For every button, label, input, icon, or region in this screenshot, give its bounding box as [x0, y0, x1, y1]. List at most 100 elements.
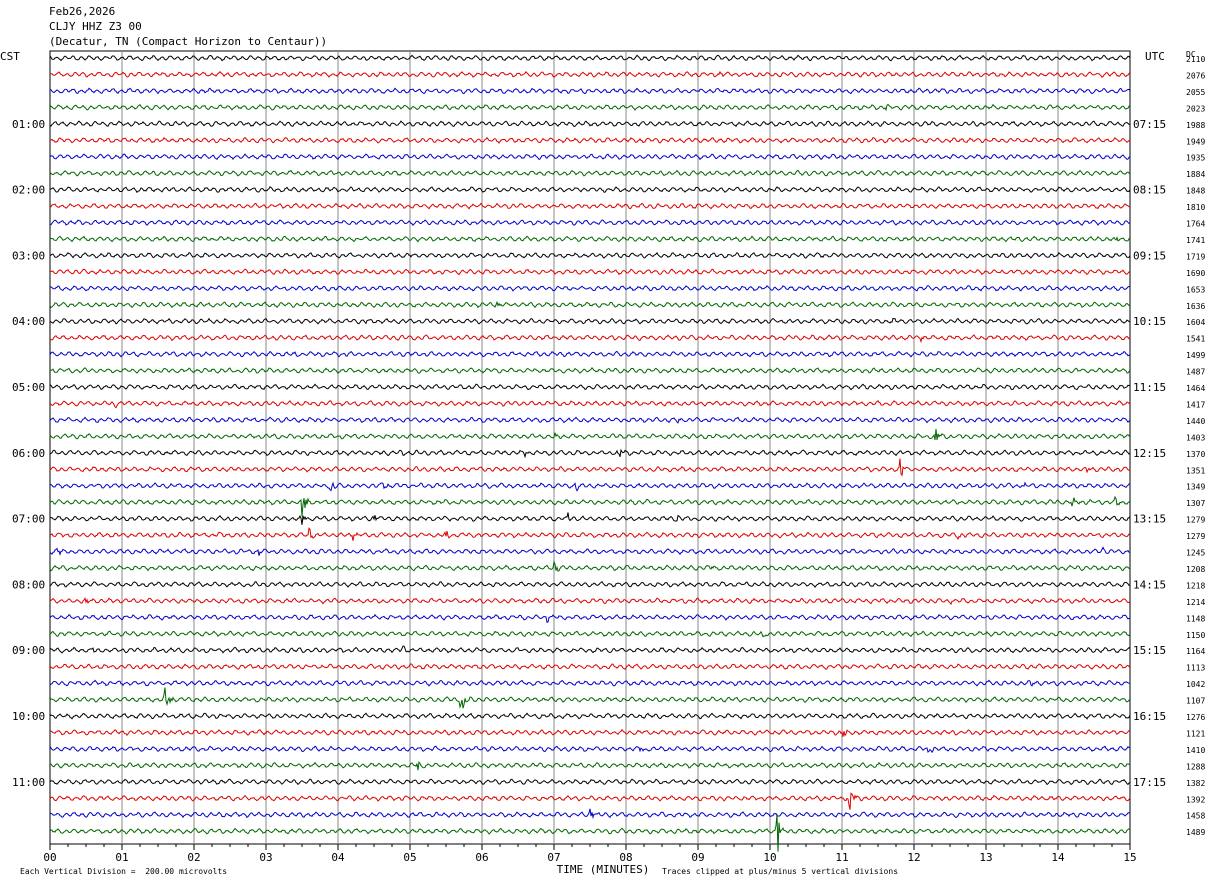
seismic-trace	[49, 814, 1131, 852]
dc-offset-label: 2055	[1186, 88, 1205, 97]
utc-axis-label: UTC	[1145, 50, 1165, 63]
dc-offset-label: 1113	[1186, 664, 1205, 673]
x-tick-label: 14	[1051, 851, 1065, 864]
dc-offset-label: 1370	[1186, 450, 1205, 459]
seismic-trace	[49, 186, 1131, 194]
seismic-trace	[49, 153, 1131, 161]
dc-offset-label: 1541	[1186, 335, 1205, 344]
cst-hour-label: 10:00	[12, 710, 45, 723]
seismic-trace	[49, 268, 1131, 276]
dc-offset-label: 1403	[1186, 433, 1205, 442]
x-tick-label: 12	[907, 851, 920, 864]
dc-offset-label: 1351	[1186, 466, 1205, 475]
utc-hour-label: 17:15	[1133, 776, 1166, 789]
dc-offset-label: 1392	[1186, 795, 1205, 804]
dc-offset-label: 1440	[1186, 417, 1205, 426]
seismic-trace	[49, 495, 1131, 517]
seismic-trace	[49, 745, 1131, 754]
dc-offset-label: 1349	[1186, 483, 1205, 492]
dc-offset-label: 1164	[1186, 647, 1205, 656]
dc-offset-label: 1810	[1186, 203, 1205, 212]
dc-offset-label: 1764	[1186, 220, 1205, 229]
seismic-trace	[49, 383, 1131, 391]
seismic-trace	[49, 527, 1131, 541]
dc-offset-label: 1279	[1186, 532, 1205, 541]
x-tick-label: 09	[691, 851, 704, 864]
utc-hour-label: 14:15	[1133, 578, 1166, 591]
cst-hour-label: 01:00	[12, 118, 45, 131]
utc-hour-label: 09:15	[1133, 249, 1166, 262]
seismic-trace	[49, 728, 1131, 737]
cst-hour-label: 07:00	[12, 513, 45, 526]
seismic-trace	[49, 317, 1131, 325]
dc-offset-label: 2076	[1186, 71, 1205, 80]
x-tick-label: 05	[403, 851, 416, 864]
dc-offset-label: 1935	[1186, 154, 1205, 163]
seismic-trace	[49, 350, 1131, 358]
cst-hour-label: 04:00	[12, 315, 45, 328]
utc-hour-label: 07:15	[1133, 118, 1166, 131]
scale-note: Each Vertical Division = 200.00 microvol…	[20, 867, 228, 876]
seismic-trace	[49, 458, 1131, 477]
dc-offset-label: 1604	[1186, 318, 1205, 327]
x-tick-label: 10	[763, 851, 776, 864]
dc-offset-label: 1988	[1186, 121, 1205, 130]
dc-offset-label: 1288	[1186, 762, 1205, 771]
dc-offset-label: 1719	[1186, 252, 1205, 261]
seismic-trace	[49, 760, 1130, 771]
seismic-trace	[49, 120, 1131, 128]
x-tick-label: 07	[547, 851, 560, 864]
seismic-trace	[49, 808, 1131, 820]
seismic-trace	[50, 70, 1131, 78]
seismic-trace	[49, 219, 1131, 226]
dc-offset-label: 1218	[1186, 581, 1205, 590]
dc-offset-label: 1148	[1186, 614, 1205, 623]
dc-offset-label: 1636	[1186, 302, 1205, 311]
cst-hour-label: 06:00	[12, 447, 45, 460]
seismic-trace	[49, 202, 1131, 210]
dc-offset-label: 1464	[1186, 384, 1205, 393]
utc-hour-label: 10:15	[1133, 315, 1166, 328]
cst-axis-label: CST	[0, 50, 20, 63]
dc-offset-label: 2110	[1186, 55, 1205, 64]
seismic-trace	[49, 546, 1131, 556]
utc-hour-label: 12:15	[1133, 447, 1166, 460]
x-tick-label: 15	[1123, 851, 1136, 864]
dc-offset-label: 1458	[1186, 812, 1205, 821]
seismic-trace	[49, 235, 1131, 243]
seismic-trace	[49, 416, 1131, 424]
cst-hour-label: 05:00	[12, 381, 45, 394]
utc-hour-label: 16:15	[1133, 710, 1166, 723]
dc-offset-label: 1653	[1186, 285, 1205, 294]
dc-offset-label: 1489	[1186, 828, 1205, 837]
dc-offset-label: 1276	[1186, 713, 1205, 722]
cst-hour-label: 03:00	[12, 249, 45, 262]
x-tick-label: 01	[115, 851, 128, 864]
dc-offset-label: 1499	[1186, 351, 1205, 360]
seismic-trace	[49, 630, 1131, 638]
station-label: CLJY HHZ Z3 00	[49, 20, 142, 33]
cst-hour-label: 02:00	[12, 184, 45, 197]
seismic-trace	[49, 645, 1131, 654]
x-tick-label: 06	[475, 851, 488, 864]
cst-hour-label: 11:00	[12, 776, 45, 789]
seismic-trace	[49, 334, 1131, 344]
utc-hour-label: 08:15	[1133, 184, 1166, 197]
seismic-trace	[49, 580, 1131, 588]
seismic-trace	[49, 560, 1131, 572]
dc-offset-label: 1245	[1186, 549, 1205, 558]
seismic-trace	[49, 679, 1131, 687]
seismic-trace	[49, 597, 1131, 606]
dc-offset-label: 1214	[1186, 598, 1205, 607]
x-tick-label: 00	[43, 851, 56, 864]
seismic-trace	[49, 400, 1131, 409]
dc-offset-label: 2023	[1186, 104, 1205, 113]
plot-frame	[49, 50, 1131, 845]
seismic-trace	[49, 448, 1131, 459]
seismic-trace	[49, 300, 1131, 309]
dc-offset-label: 1949	[1186, 137, 1205, 146]
date-label: Feb26,2026	[49, 5, 116, 18]
seismic-trace	[49, 103, 1131, 112]
seismic-trace	[49, 687, 1131, 709]
dc-offset-label: 1208	[1186, 565, 1205, 574]
